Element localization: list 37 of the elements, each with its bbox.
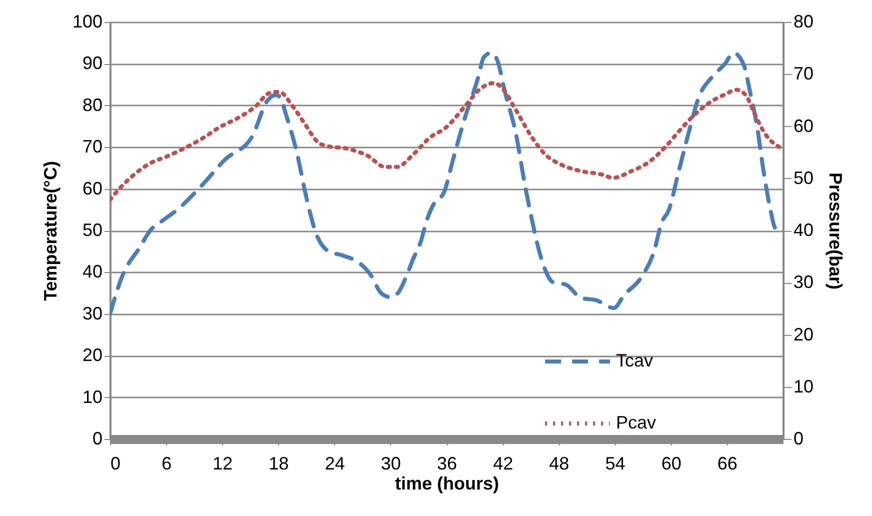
x-tick-label: 66 xyxy=(717,454,738,474)
y2-tick-label: 20 xyxy=(794,324,814,344)
y2-tick-label: 60 xyxy=(794,116,814,136)
y-tick-label: 70 xyxy=(82,136,102,157)
x-tick-label: 12 xyxy=(212,454,233,474)
x-tick-label: 0 xyxy=(110,454,121,474)
x-tick-label: 42 xyxy=(493,454,514,474)
y-tick-label: 20 xyxy=(82,345,102,366)
y-tick-label: 100 xyxy=(72,12,102,32)
y2-tick-label: 70 xyxy=(794,64,814,84)
y2-tick-label: 50 xyxy=(794,168,814,188)
y-tick-label: 30 xyxy=(82,303,102,324)
y2-tick-label: 10 xyxy=(794,376,814,396)
y2-tick-label: 0 xyxy=(794,428,804,448)
x-tick-label: 18 xyxy=(268,454,289,474)
y-tick-label: 10 xyxy=(82,386,102,407)
y-tick-label: 90 xyxy=(82,53,102,74)
y-tick-label: 40 xyxy=(82,262,102,282)
y2-tick-label: 30 xyxy=(794,272,814,292)
x-tick-label: 24 xyxy=(324,454,345,474)
y2-axis-title: Pressure(bar) xyxy=(826,172,846,290)
x-tick-label: 36 xyxy=(436,454,458,474)
x-tick-label: 60 xyxy=(661,454,682,474)
y-tick-label: 50 xyxy=(82,220,102,240)
y-tick-label: 80 xyxy=(82,94,102,115)
y2-tick-label: 80 xyxy=(794,12,814,32)
legend-label: Tcav xyxy=(616,350,654,370)
y-axis-title: Temperature(°C) xyxy=(40,161,60,301)
x-tick-label: 48 xyxy=(549,454,570,474)
y-tick-label: 0 xyxy=(92,428,102,448)
legend-label: Pcav xyxy=(616,412,656,432)
x-tick-label: 30 xyxy=(380,454,401,474)
x-tick-label: 54 xyxy=(605,454,626,474)
y2-tick-label: 40 xyxy=(794,220,814,240)
x-axis-title: time (hours) xyxy=(394,474,500,494)
x-tick-label: 6 xyxy=(162,454,172,474)
y-tick-label: 60 xyxy=(82,178,102,198)
